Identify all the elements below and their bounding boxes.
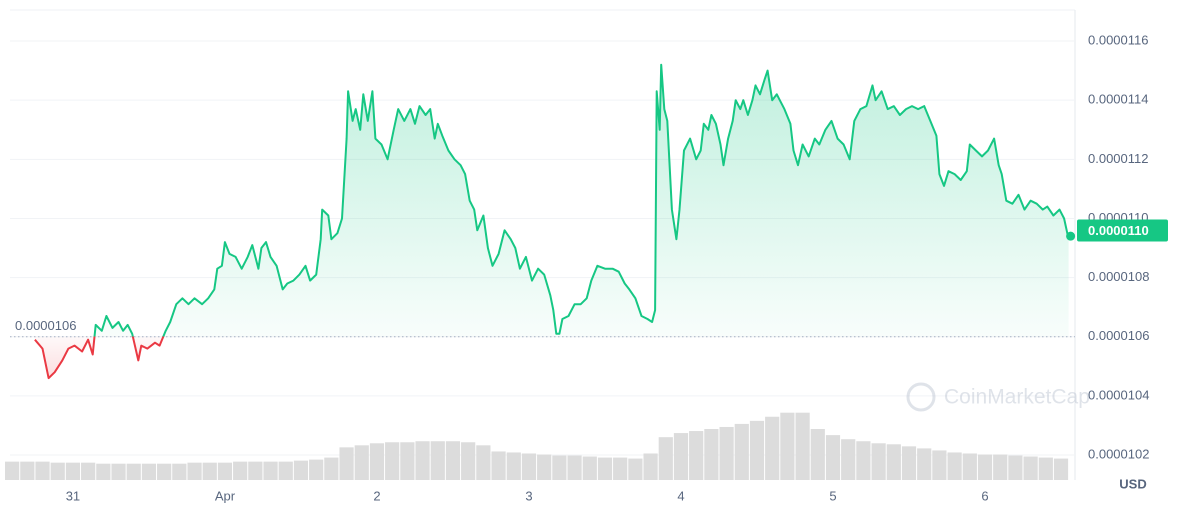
volume-bar xyxy=(749,420,765,480)
x-tick-label: 3 xyxy=(525,488,532,503)
y-tick-label: 0.0000106 xyxy=(1088,328,1149,343)
price-area xyxy=(34,64,1069,379)
volume-bar xyxy=(309,459,324,480)
volume-bar xyxy=(582,456,597,480)
volume-bar xyxy=(217,462,233,480)
volume-bar xyxy=(597,457,613,480)
volume-bar xyxy=(111,463,126,480)
watermark-text: CoinMarketCap xyxy=(944,386,1090,409)
y-tick-label: 0.0000114 xyxy=(1088,92,1149,107)
volume-bar xyxy=(461,442,476,480)
y-tick-label: 0.0000108 xyxy=(1088,269,1149,284)
volume-bar xyxy=(810,429,825,480)
volume-bar xyxy=(795,412,810,480)
baseline-label-bg xyxy=(12,318,90,335)
volume-bar xyxy=(141,463,157,480)
volume-bar xyxy=(263,461,278,480)
volume-bar xyxy=(993,454,1008,480)
y-tick-label: 0.0000116 xyxy=(1088,32,1149,47)
volume-bar xyxy=(962,453,977,480)
volume-bar xyxy=(1023,456,1038,480)
volume-bar xyxy=(871,443,886,480)
volume-bar xyxy=(1038,457,1053,480)
volume-bar xyxy=(704,429,719,480)
volume-bar xyxy=(947,452,962,480)
volume-bar xyxy=(613,457,628,480)
volume-bar xyxy=(689,431,704,480)
x-tick-label: 6 xyxy=(981,488,988,503)
y-tick-label: 0.0000102 xyxy=(1088,446,1149,461)
volume-bar xyxy=(339,447,354,480)
x-tick-label: Apr xyxy=(215,488,236,503)
volume-bar xyxy=(202,462,217,480)
watermark: CoinMarketCap xyxy=(906,382,1090,412)
x-tick-label: 4 xyxy=(677,488,684,503)
volume-bar xyxy=(233,461,248,480)
y-tick-label: 0.0000104 xyxy=(1088,387,1149,402)
volume-bar xyxy=(765,416,780,480)
volume-bar xyxy=(354,445,369,480)
volume-bar xyxy=(491,451,506,480)
volume-bar xyxy=(734,423,749,480)
volume-bar xyxy=(20,461,35,480)
volume-bar xyxy=(856,441,871,480)
volume-bar xyxy=(521,453,537,480)
volume-bar xyxy=(126,463,141,480)
volume-bar xyxy=(719,426,734,480)
volume-bar xyxy=(658,437,673,480)
volume-bar xyxy=(248,461,263,480)
volume-bar xyxy=(506,452,521,480)
volume-bar xyxy=(293,460,309,480)
volume-bar xyxy=(552,455,567,480)
volume-bar xyxy=(81,462,96,480)
current-price-label: 0.0000110 xyxy=(1088,223,1149,238)
volume-bar xyxy=(278,461,293,480)
current-price-tag xyxy=(1077,219,1168,242)
volume-bar xyxy=(1008,455,1023,480)
volume-bar xyxy=(324,457,339,480)
volume-bar xyxy=(643,453,658,480)
volume-bar xyxy=(50,462,65,480)
watermark-logo xyxy=(906,382,936,412)
volume-bar xyxy=(400,442,415,480)
volume-bar xyxy=(567,455,582,480)
x-tick-label: 5 xyxy=(829,488,836,503)
volume-bar xyxy=(172,463,187,480)
volume-bar xyxy=(187,462,202,480)
volume-bar xyxy=(5,461,20,480)
volume-bar xyxy=(932,450,947,480)
volume-bar xyxy=(917,448,932,480)
volume-bar xyxy=(1053,458,1069,480)
volume-bar xyxy=(65,462,81,480)
y-tick-label: 0.0000112 xyxy=(1088,151,1149,166)
x-tick-label: 2 xyxy=(373,488,380,503)
volume-bar xyxy=(673,433,689,480)
volume-bar xyxy=(977,454,993,480)
volume-bar xyxy=(385,442,400,480)
volume-bar xyxy=(537,454,552,480)
baseline-label: 0.0000106 xyxy=(15,318,76,333)
price-line xyxy=(34,63,1070,380)
volume-bar xyxy=(886,444,901,480)
volume-bar xyxy=(415,441,430,480)
x-tick-label: 31 xyxy=(66,488,80,503)
volume-bar xyxy=(825,435,841,480)
volume-bar xyxy=(157,463,172,480)
volume-bar xyxy=(35,461,50,480)
last-point xyxy=(1066,231,1076,241)
volume-bar xyxy=(841,439,856,480)
volume-bar xyxy=(96,463,111,480)
volume-bar xyxy=(445,441,461,480)
volume-bar xyxy=(476,445,491,480)
volume-bar xyxy=(780,412,795,480)
volume-bar xyxy=(901,446,917,480)
volume-bar xyxy=(369,443,385,480)
y-unit: USD xyxy=(1119,476,1146,491)
volume-bar xyxy=(628,458,643,480)
volume-bar xyxy=(430,441,445,480)
